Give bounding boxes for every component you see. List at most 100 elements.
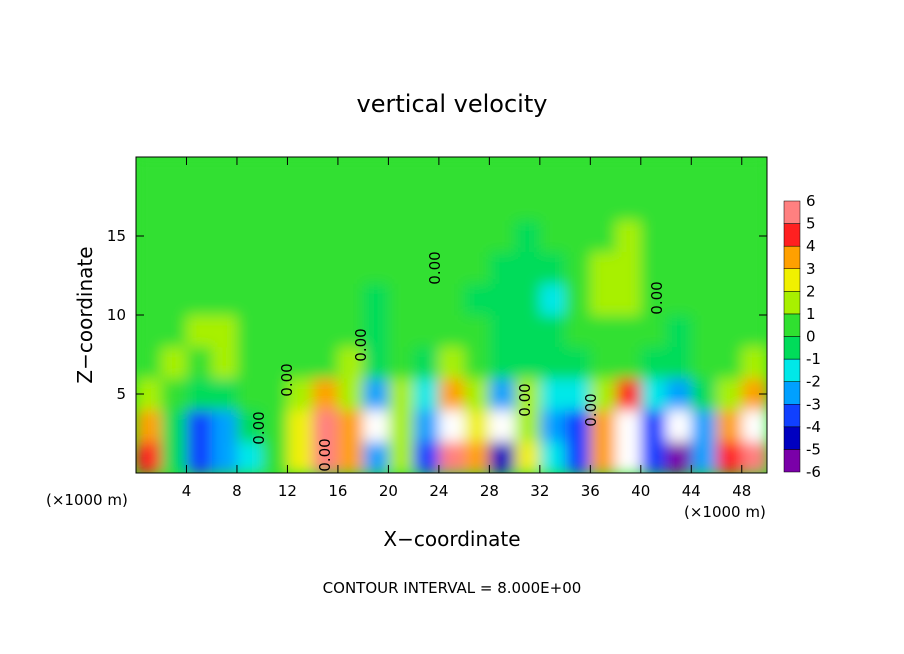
- field-cell: [337, 157, 364, 190]
- field-cell: [413, 346, 440, 379]
- x-tick-label: 24: [429, 482, 448, 500]
- field-cell: [186, 441, 213, 473]
- field-cell: [363, 251, 389, 284]
- field-cell: [211, 441, 238, 473]
- field-cell: [489, 409, 516, 442]
- colorbar-swatch: [783, 268, 801, 292]
- field-cell: [388, 188, 415, 221]
- field-cell: [161, 441, 187, 473]
- field-cell: [615, 188, 642, 221]
- field-cell: [236, 315, 263, 348]
- field-cell: [716, 441, 743, 473]
- field-cell: [388, 251, 415, 284]
- field-cell: [287, 188, 314, 221]
- x-axis-label: X−coordinate: [383, 527, 520, 551]
- field-cell: [741, 441, 767, 473]
- field-cell: [565, 409, 591, 442]
- field-cell: [590, 157, 617, 190]
- field-cell: [337, 283, 364, 316]
- field-cell: [741, 157, 767, 190]
- field-cell: [590, 188, 617, 221]
- field-cell: [186, 346, 213, 379]
- colorbar-label: -3: [806, 395, 821, 413]
- field-cell: [211, 283, 238, 316]
- field-cell: [388, 409, 415, 442]
- field-cell: [337, 188, 364, 221]
- field-cell: [741, 188, 767, 221]
- field-cell: [236, 188, 263, 221]
- field-cell: [211, 409, 238, 442]
- field-cell: [363, 220, 389, 253]
- field-cell: [363, 188, 389, 221]
- field-cell: [438, 188, 465, 221]
- field-cell: [691, 283, 718, 316]
- field-cell: [161, 220, 187, 253]
- field-cell: [413, 157, 440, 190]
- field-cell: [666, 251, 692, 284]
- colorbar-swatch: [783, 223, 801, 247]
- field-cell: [716, 315, 743, 348]
- field-cell: [236, 346, 263, 379]
- field-cell: [136, 157, 162, 190]
- field-cell: [438, 346, 465, 379]
- field-cell: [236, 378, 263, 411]
- field-cell: [211, 220, 238, 253]
- field-cell: [464, 220, 490, 253]
- field-cell: [388, 378, 415, 411]
- x-tick-label: 40: [631, 482, 650, 500]
- x-tick-label: 48: [732, 482, 751, 500]
- field-cell: [337, 409, 364, 442]
- field-cell: [666, 409, 692, 442]
- contour-label: 0.00: [582, 393, 600, 426]
- field-cell: [514, 157, 541, 190]
- field-cell: [262, 441, 288, 473]
- field-cell: [161, 409, 187, 442]
- field-cell: [312, 409, 339, 442]
- field-cell: [691, 157, 718, 190]
- field-cell: [539, 346, 566, 379]
- field-cell: [489, 378, 516, 411]
- field-cell: [211, 251, 238, 284]
- colorbar-label: 1: [806, 305, 816, 323]
- colorbar-label: -6: [806, 463, 821, 481]
- field-cell: [413, 409, 440, 442]
- field-cell: [262, 283, 288, 316]
- field-cell: [716, 283, 743, 316]
- field-cell: [413, 283, 440, 316]
- field-cell: [363, 378, 389, 411]
- x-tick-label: 8: [232, 482, 242, 500]
- field-cell: [236, 283, 263, 316]
- field-cell: [312, 378, 339, 411]
- field-cell: [590, 283, 617, 316]
- field-cell: [186, 283, 213, 316]
- field-cell: [236, 251, 263, 284]
- field-cell: [287, 315, 314, 348]
- field-cell: [640, 378, 667, 411]
- field-cell: [666, 441, 692, 473]
- field-cell: [312, 441, 339, 473]
- field-cell: [363, 409, 389, 442]
- field-cell: [161, 157, 187, 190]
- field-cell: [413, 441, 440, 473]
- field: [136, 157, 767, 473]
- field-cell: [262, 315, 288, 348]
- field-cell: [464, 378, 490, 411]
- field-cell: [312, 346, 339, 379]
- colorbar-label: 5: [806, 215, 816, 233]
- field-cell: [161, 283, 187, 316]
- field-cell: [514, 251, 541, 284]
- field-cell: [438, 157, 465, 190]
- field-cell: [590, 378, 617, 411]
- field-cell: [640, 315, 667, 348]
- field-cell: [262, 378, 288, 411]
- field-cell: [161, 188, 187, 221]
- field-cell: [413, 251, 440, 284]
- field-cell: [666, 157, 692, 190]
- field-cell: [640, 441, 667, 473]
- field-cell: [236, 441, 263, 473]
- field-cell: [539, 378, 566, 411]
- field-cell: [691, 188, 718, 221]
- field-cell: [691, 346, 718, 379]
- field-cell: [211, 157, 238, 190]
- field-cell: [539, 251, 566, 284]
